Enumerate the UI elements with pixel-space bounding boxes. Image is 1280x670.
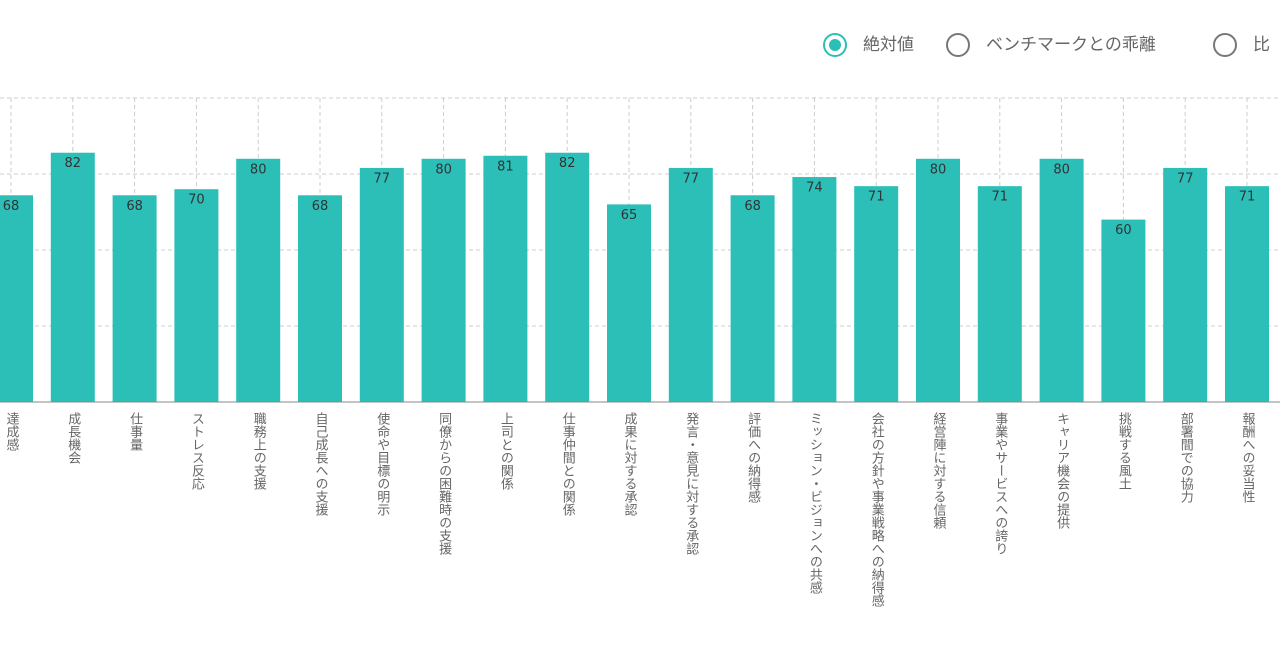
bar: [1225, 186, 1269, 402]
x-tick-label: 同僚からの困難時の支援: [436, 412, 452, 555]
value-label: 71: [868, 190, 885, 205]
value-label: 77: [1177, 171, 1194, 186]
x-tick-label: ミッション・ビジョンへの共感: [807, 412, 823, 594]
x-tick-label: 挑戦する風土: [1116, 412, 1132, 490]
x-tick-label: 評価への納得感: [745, 412, 761, 503]
bar: [1039, 158, 1084, 402]
bar: [174, 189, 219, 402]
bar: [50, 152, 95, 402]
x-tick-label: 事業やサービスへの誇り: [992, 412, 1008, 555]
bar: [298, 195, 342, 402]
value-label: 60: [1115, 223, 1132, 238]
value-label: 71: [992, 190, 1009, 205]
x-tick-label: 達成感: [4, 412, 20, 451]
x-tick-label: 経営陣に対する信頼: [931, 412, 947, 529]
x-tick-label: 部署間での協力: [1178, 412, 1194, 504]
value-label: 80: [250, 162, 267, 177]
x-tick-label: 発言・意見に対する承認: [683, 412, 699, 555]
bar: [977, 186, 1022, 402]
bar: [0, 195, 33, 402]
x-tick-label: 仕事仲間との関係: [560, 412, 576, 516]
value-label: 68: [312, 199, 329, 214]
value-label: 82: [65, 156, 82, 171]
bar: [545, 152, 590, 402]
value-label: 65: [621, 208, 638, 223]
radio-button[interactable]: [1213, 33, 1237, 57]
x-tick-label: 成果に対する承認: [622, 412, 638, 516]
radio-label[interactable]: 比: [1253, 35, 1270, 55]
value-label: 74: [806, 181, 823, 196]
bar: [1163, 167, 1208, 402]
x-tick-label: 職務上の支援: [251, 412, 267, 490]
radio-label[interactable]: 絶対値: [863, 35, 914, 55]
x-tick-label: 仕事量: [127, 412, 143, 451]
value-label: 68: [126, 199, 143, 214]
radio-button[interactable]: [946, 33, 970, 57]
bar: [916, 158, 960, 402]
bar: [483, 155, 528, 402]
bar: [359, 167, 404, 402]
x-tick-label: 使命や目標の明示: [374, 411, 390, 516]
bar: [112, 195, 157, 402]
value-label: 77: [683, 171, 700, 186]
x-tick-label: 上司との関係: [498, 412, 514, 490]
bar: [421, 158, 466, 402]
bar: [236, 158, 281, 402]
x-tick-label: キャリア機会の提供: [1054, 412, 1070, 529]
value-label: 68: [744, 199, 761, 214]
x-tick-label: 会社の方針や事業戦略への納得感: [869, 412, 885, 607]
x-tick-label: 成長機会: [65, 412, 81, 464]
radio-button[interactable]: [823, 33, 847, 57]
value-label: 80: [1053, 162, 1070, 177]
value-label: 82: [559, 156, 576, 171]
bar: [730, 195, 775, 402]
value-label: 80: [435, 162, 452, 177]
value-label: 81: [497, 159, 514, 174]
x-tick-label: 報酬への妥当性: [1240, 412, 1256, 503]
value-label: 77: [374, 171, 391, 186]
radio-label[interactable]: ベンチマークとの乖離: [986, 35, 1156, 55]
value-label: 80: [930, 162, 947, 177]
radio-dot: [829, 39, 841, 51]
bar: [854, 186, 899, 402]
bar: [1101, 219, 1146, 402]
bar: [607, 204, 651, 402]
bar: [668, 167, 713, 402]
bar: [792, 177, 837, 402]
value-label: 68: [3, 199, 20, 214]
x-tick-label: ストレス反応: [189, 412, 205, 491]
value-label: 71: [1239, 190, 1256, 205]
value-label: 70: [188, 193, 205, 208]
x-tick-label: 自己成長への支援: [313, 412, 329, 516]
